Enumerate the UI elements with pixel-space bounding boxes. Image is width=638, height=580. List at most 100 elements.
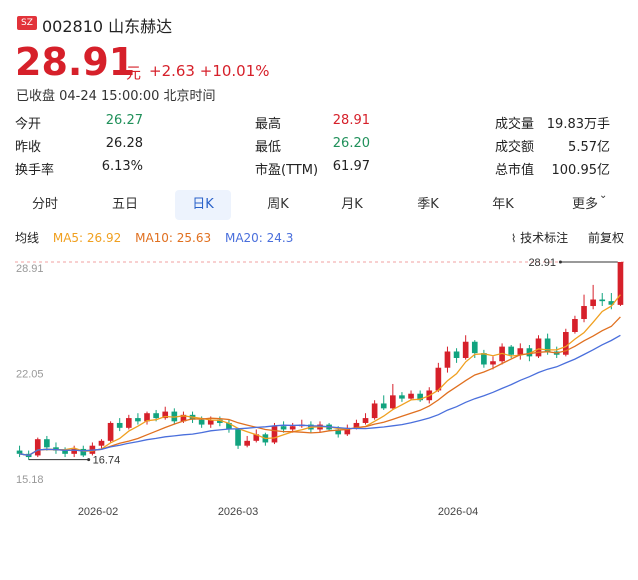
ma-legend: 均线 MA5: 26.92 MA10: 25.63 MA20: 24.3 xyxy=(15,229,303,246)
currency-unit: 元 xyxy=(126,64,142,82)
candle-body xyxy=(526,348,533,357)
candle-body xyxy=(153,413,159,419)
candle-body xyxy=(453,351,460,358)
candle-body xyxy=(390,395,396,409)
candle-body xyxy=(207,419,214,425)
candle-body xyxy=(617,262,624,305)
quote-value: 6.13% xyxy=(101,159,143,174)
tab-0[interactable]: 分时 xyxy=(31,197,58,212)
candle-body xyxy=(135,418,141,422)
indicator-icon: ⌇ xyxy=(510,232,517,245)
candle-body xyxy=(162,411,169,419)
candle-body xyxy=(380,403,387,409)
y-tick-label: 22.05 xyxy=(16,368,44,380)
ma20-label: MA20: 24.3 xyxy=(224,231,294,245)
candle-body xyxy=(34,439,41,456)
candle-body xyxy=(71,448,78,454)
tab-6[interactable]: 年K xyxy=(492,197,514,212)
stock-code: 002810 xyxy=(42,17,104,36)
candle-body xyxy=(244,440,250,446)
candle-body xyxy=(599,299,606,302)
candle-body xyxy=(217,419,223,423)
price-change: +2.63 +10.01% xyxy=(149,62,270,80)
indicators-button[interactable]: 技术标注 xyxy=(520,231,569,245)
kline-chart[interactable]: 28.91 22.05 15.18 28.91 16.74 2026-02 2026-03 2… xyxy=(0,250,638,525)
candle-body xyxy=(508,346,515,355)
quote-label: 今开 xyxy=(15,117,42,132)
candle-body xyxy=(362,418,369,423)
chart-tools: ⌇ 技术标注 前复权 xyxy=(511,229,624,246)
period-tabs: 分时 五日 日K 周K 月K 季K 年K 更多 ⌄ xyxy=(0,190,638,222)
low-marker-dot xyxy=(87,458,91,462)
tab-2[interactable]: 日K xyxy=(175,190,231,220)
ma5-label: MA5: 26.92 xyxy=(52,231,122,245)
candle-body xyxy=(608,301,615,305)
candle-body xyxy=(490,361,496,365)
candle-body xyxy=(481,353,487,365)
candle-body xyxy=(80,448,87,456)
quote-label: 最低 xyxy=(255,140,282,155)
candle-body xyxy=(280,426,287,430)
x-tick-label: 2026-04 xyxy=(438,506,478,518)
ma10-label: MA10: 25.63 xyxy=(135,231,212,245)
candle-body xyxy=(544,338,551,352)
quote-label: 成交量 xyxy=(495,117,535,132)
candle-body xyxy=(271,426,278,443)
quote-label: 成交额 xyxy=(495,140,535,155)
low-marker-label: 16.74 xyxy=(93,455,121,467)
quote-label: 市盈(TTM) xyxy=(255,163,319,178)
candle-body xyxy=(16,450,23,454)
y-tick-label: 15.18 xyxy=(16,474,44,486)
candle-body xyxy=(344,427,351,435)
exchange-badge: SZ xyxy=(17,16,37,30)
stock-title: 002810 山东赫达 xyxy=(42,13,172,37)
candle-body xyxy=(235,429,241,446)
candle-body xyxy=(572,319,578,333)
quote-label: 换手率 xyxy=(15,163,55,178)
candle-body xyxy=(399,395,405,399)
quote-value: 26.20 xyxy=(332,136,370,151)
candle-body xyxy=(335,429,342,435)
candle-body xyxy=(198,419,205,425)
tab-3[interactable]: 周K xyxy=(267,197,289,212)
tab-7[interactable]: 更多 xyxy=(571,197,598,212)
candle-body xyxy=(435,367,442,391)
candle-body xyxy=(44,439,50,448)
candle-body xyxy=(253,434,260,441)
candle-body xyxy=(107,422,114,441)
tab-4[interactable]: 月K xyxy=(341,197,363,212)
chevron-down-icon: ⌄ xyxy=(599,190,608,201)
candle-body xyxy=(590,299,596,307)
candle-body xyxy=(417,393,423,401)
quote-label: 总市值 xyxy=(495,163,535,178)
x-tick-label: 2026-02 xyxy=(78,506,118,518)
candle-body xyxy=(444,351,451,368)
candle-body xyxy=(471,341,478,354)
quote-value: 61.97 xyxy=(332,159,370,174)
candle-body xyxy=(98,440,105,446)
ma10-line xyxy=(19,316,621,457)
candle-body xyxy=(289,426,296,430)
quote-label: 最高 xyxy=(255,117,282,132)
quote-value: 26.28 xyxy=(105,136,143,151)
candle-body xyxy=(62,450,68,454)
current-price: 28.91 xyxy=(15,40,136,84)
tab-1[interactable]: 五日 xyxy=(111,197,138,212)
adjust-button[interactable]: 前复权 xyxy=(587,231,624,245)
tab-5[interactable]: 季K xyxy=(417,197,439,212)
quote-value: 28.91 xyxy=(332,113,370,128)
candle-body xyxy=(180,414,187,422)
candle-body xyxy=(226,422,232,430)
ma20-line xyxy=(19,334,621,457)
quote-label: 昨收 xyxy=(15,140,42,155)
candle-body xyxy=(353,422,360,428)
candle-body xyxy=(562,332,569,355)
change-percent: +10.01% xyxy=(199,62,270,80)
quote-value: 19.83万手 xyxy=(546,117,610,132)
candle-body xyxy=(408,393,414,399)
quote-value: 100.95亿 xyxy=(551,163,611,178)
market-status: 已收盘 04-24 15:00:00 北京时间 xyxy=(16,89,216,104)
quote-value: 26.27 xyxy=(105,113,143,128)
candle-body xyxy=(371,403,378,419)
candle-body xyxy=(535,338,542,357)
